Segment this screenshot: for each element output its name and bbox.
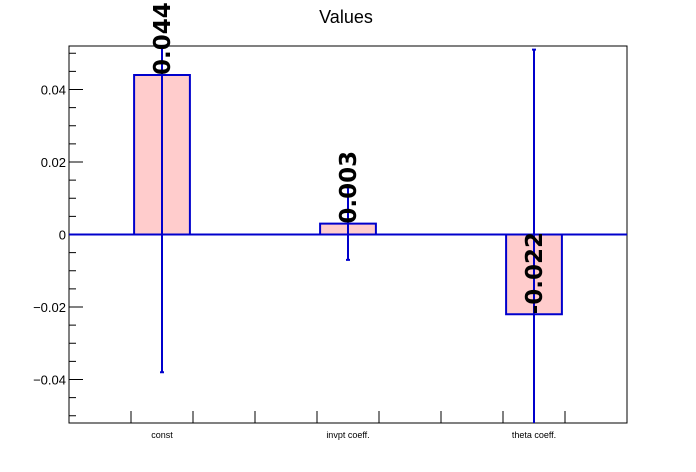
value-labels: 0.044 0.003 -0.022 (150, 2, 548, 314)
data-label: 0.003 (336, 151, 362, 224)
y-axis: −0.04 −0.02 0 0.02 0.04 (33, 52, 83, 417)
y-tick-label: 0.02 (41, 155, 66, 170)
data-label: 0.044 (150, 2, 176, 75)
error-bars (160, 46, 536, 423)
x-category-label: invpt coeff. (326, 430, 369, 440)
x-axis: const invpt coeff. theta coeff. (130, 411, 566, 440)
x-category-label: const (151, 430, 173, 440)
y-tick-label: 0 (59, 228, 66, 243)
y-tick-label: 0.04 (41, 83, 66, 98)
x-category-label: theta coeff. (512, 430, 556, 440)
y-tick-label: −0.04 (33, 373, 66, 388)
data-label: -0.022 (522, 232, 548, 314)
y-tick-label: −0.02 (33, 300, 66, 315)
chart-title: Values (319, 7, 373, 27)
